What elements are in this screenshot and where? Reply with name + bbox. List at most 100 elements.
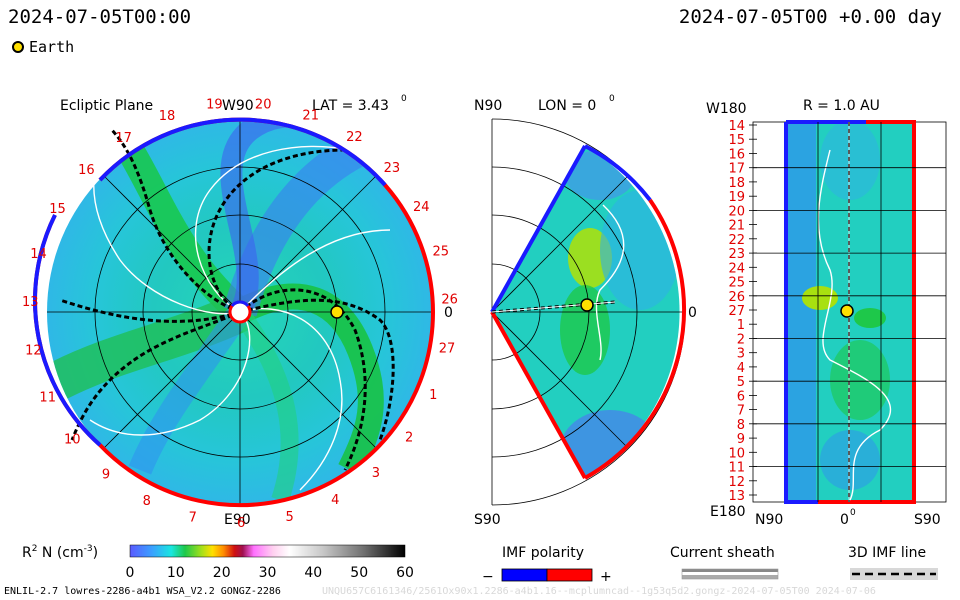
rotation-number: 12 <box>25 344 42 359</box>
rotation-number: 22 <box>346 130 363 145</box>
meridional-top-label: N90 <box>474 98 502 114</box>
radial-y-tick: 14 <box>728 119 745 134</box>
radial-y-tick: 1 <box>737 318 745 333</box>
current-sheath-title: Current sheath <box>670 545 775 561</box>
earth-legend-label: Earth <box>29 38 75 56</box>
radial-x-mid: 0 <box>840 512 849 528</box>
radial-y-tick: 9 <box>737 432 745 447</box>
radial-top-left-label: W180 <box>706 101 747 117</box>
rotation-number: 24 <box>413 200 430 215</box>
colorbar-ticks: 0 10 20 30 40 50 60 <box>126 565 414 581</box>
imf-polarity-title: IMF polarity <box>502 545 584 561</box>
rotation-number: 9 <box>102 468 110 483</box>
earth-legend: Earth <box>12 38 74 56</box>
rotation-number: 23 <box>384 161 401 176</box>
rotation-number: 21 <box>302 108 319 123</box>
imf-negative-swatch <box>501 568 548 582</box>
radial-x-mid-degree: 0 <box>850 508 856 518</box>
radial-grid <box>753 122 946 502</box>
colorbar-tick: 60 <box>396 565 414 581</box>
imf-line-legend: 3D IMF line <box>848 545 938 580</box>
colorbar-tick: 0 <box>126 565 135 581</box>
radial-y-tick: 21 <box>728 219 745 234</box>
radial-y-tick: 18 <box>728 176 745 191</box>
rotation-number: 5 <box>285 510 293 525</box>
meridional-panel: N90 LON = 0 0 S90 0 <box>474 94 697 528</box>
rotation-number: 4 <box>331 493 339 508</box>
radial-y-tick: 4 <box>737 361 745 376</box>
rotation-number: 6 <box>237 516 245 531</box>
radial-y-tick: 16 <box>728 148 745 163</box>
earth-ecliptic-icon <box>330 305 344 319</box>
radial-x-left: N90 <box>755 512 783 528</box>
radial-y-tick: 27 <box>728 304 745 319</box>
radial-y-tick: 25 <box>728 276 745 291</box>
colorbar-tick: 30 <box>259 565 277 581</box>
rotation-number: 15 <box>49 202 66 217</box>
colorbar-tick: 20 <box>213 565 231 581</box>
meridional-bottom-label: S90 <box>474 512 501 528</box>
rotation-number: 25 <box>433 245 450 260</box>
current-sheath-swatch <box>681 568 779 580</box>
radial-y-tick: 20 <box>728 204 745 219</box>
radial-y-tick: 13 <box>728 489 745 504</box>
imf-positive-swatch <box>546 568 593 582</box>
radial-y-tick: 3 <box>737 347 745 362</box>
rotation-number: 10 <box>64 432 81 447</box>
colorbar-tick: 50 <box>350 565 368 581</box>
radial-y-tick: 11 <box>728 461 745 476</box>
radial-y-tick: 6 <box>737 389 745 404</box>
radial-y-tick: 17 <box>728 162 745 177</box>
meridional-grid <box>491 118 686 506</box>
rotation-number: 17 <box>115 131 132 146</box>
radial-panel: W180 R = 1.0 AU E180 N90 0 0 S90 1415161… <box>706 98 947 528</box>
rotation-number: 8 <box>143 494 151 509</box>
radial-y-tick: 2 <box>737 333 745 348</box>
radial-bottom-left-label: E180 <box>710 504 746 520</box>
rotation-number: 14 <box>30 247 47 262</box>
rotation-number: 1 <box>429 388 437 403</box>
rotation-number: 7 <box>189 511 197 526</box>
radial-y-tick: 24 <box>728 261 745 276</box>
rotation-number: 20 <box>255 97 272 112</box>
rotation-number: 16 <box>78 163 95 178</box>
rotation-number: 11 <box>39 390 56 405</box>
ecliptic-top-label: W90 <box>222 98 254 114</box>
radial-y-tick: 7 <box>737 404 745 419</box>
earth-meridional-icon <box>580 298 594 312</box>
radial-y-tick: 22 <box>728 233 745 248</box>
colorbar: R2 N (cm-3) 0 10 20 30 40 50 60 <box>22 544 414 581</box>
imf-line-title: 3D IMF line <box>848 545 926 561</box>
rotation-number: 13 <box>22 295 39 310</box>
radial-x-right: S90 <box>914 512 941 528</box>
rotation-number: 26 <box>441 293 458 308</box>
imf-polarity-minus: − <box>482 569 494 585</box>
imf-polarity-legend: IMF polarity − + <box>482 545 612 585</box>
rotation-number: 3 <box>372 466 380 481</box>
radial-y-tick: 5 <box>737 375 745 390</box>
ecliptic-lat-degree: 0 <box>401 94 407 104</box>
footer-model-info: ENLIL-2.7 lowres-2286-a4b1 WSA_V2.2 GONG… <box>4 586 281 597</box>
ecliptic-bottom-label: E90 <box>224 512 251 528</box>
ecliptic-panel: Ecliptic Plane W90 E90 0 LAT = 3.43 0 19… <box>22 94 458 531</box>
rotation-number: 19 <box>206 98 223 113</box>
ecliptic-rotation-numbers: 19 20212223242526271234567891011121314151… <box>22 97 458 531</box>
radial-y-tick: 15 <box>728 133 745 148</box>
radial-y-ticks: 1415161718192021222324252627123456789101… <box>728 119 757 504</box>
radial-y-tick: 26 <box>728 290 745 305</box>
rotation-number: 18 <box>159 109 176 124</box>
right-timestamp: 2024-07-05T00 +0.00 day <box>678 6 942 28</box>
radial-y-tick: 12 <box>728 475 745 490</box>
ecliptic-right-label: 0 <box>444 305 453 321</box>
meridional-right-label: 0 <box>688 305 697 321</box>
radial-y-tick: 10 <box>728 446 745 461</box>
left-timestamp: 2024-07-05T00:00 <box>8 6 192 28</box>
ecliptic-title: Ecliptic Plane <box>60 98 153 114</box>
rotation-number: 2 <box>405 430 413 445</box>
colorbar-gradient <box>129 544 406 558</box>
earth-radial-icon <box>840 304 854 318</box>
radial-r-label: R = 1.0 AU <box>803 98 880 114</box>
colorbar-tick: 10 <box>167 565 185 581</box>
ecliptic-negative-sector <box>98 117 387 187</box>
